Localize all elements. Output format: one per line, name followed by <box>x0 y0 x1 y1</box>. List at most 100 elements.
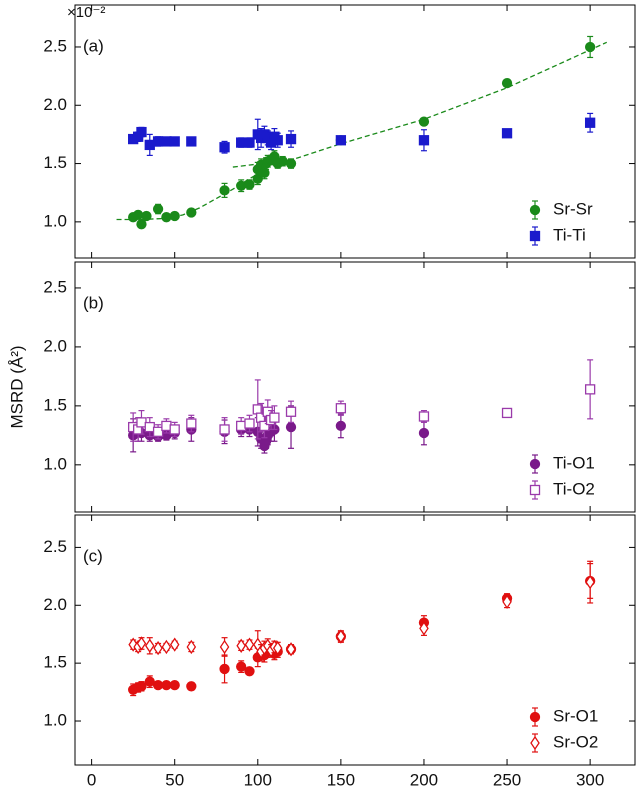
data-point <box>236 638 246 653</box>
data-point <box>418 427 430 439</box>
data-point <box>219 663 230 675</box>
x-tick-label: 250 <box>493 770 521 789</box>
legend-label: Ti-O1 <box>553 453 595 472</box>
data-point <box>285 133 297 145</box>
data-point <box>161 639 172 655</box>
data-point <box>169 679 180 691</box>
y-tick-label: 2.0 <box>43 595 67 614</box>
fit-line <box>232 41 608 168</box>
y-tick-label: 1.0 <box>43 454 67 473</box>
data-point <box>259 420 270 432</box>
x-tick-label: 50 <box>165 770 184 789</box>
legend-marker <box>529 230 541 242</box>
plot-frame <box>74 514 636 766</box>
data-point <box>285 421 297 433</box>
legend-label: Ti-O2 <box>553 479 595 498</box>
legend-marker <box>529 711 541 723</box>
data-point <box>141 210 152 222</box>
y-tick-label: 1.0 <box>43 711 67 730</box>
data-point <box>144 421 155 433</box>
data-point <box>153 640 163 656</box>
data-point <box>585 574 595 590</box>
data-point <box>501 407 513 419</box>
legend-label: Sr-O2 <box>553 732 598 751</box>
legend-label: Sr-O1 <box>553 706 598 725</box>
data-point <box>186 681 197 692</box>
data-point <box>169 136 180 147</box>
plot-frame <box>74 4 636 259</box>
data-point <box>136 219 147 230</box>
data-point <box>186 639 197 655</box>
data-point <box>285 406 297 417</box>
plot-frame <box>74 261 636 513</box>
data-point <box>236 420 247 432</box>
data-point <box>132 209 144 221</box>
data-point <box>186 418 197 429</box>
data-point <box>236 661 247 672</box>
data-point <box>161 420 172 432</box>
data-point <box>136 417 147 428</box>
data-point <box>286 642 296 657</box>
data-point <box>186 207 197 218</box>
y-tick-label: 2.5 <box>43 537 67 556</box>
data-point <box>501 128 513 139</box>
y-axis-label: MSRD (Å²) <box>7 345 26 428</box>
data-point <box>219 424 230 435</box>
x-tick-label: 200 <box>410 770 438 789</box>
data-point <box>152 679 164 691</box>
data-point <box>236 137 247 148</box>
panel-label: (b) <box>83 293 104 312</box>
data-point <box>335 135 347 146</box>
data-point <box>144 139 155 151</box>
data-point <box>219 639 230 655</box>
data-point <box>161 212 172 223</box>
legend-marker <box>529 458 541 470</box>
data-point <box>144 638 155 653</box>
data-point <box>277 156 288 167</box>
legend-marker <box>530 735 540 751</box>
data-point <box>152 203 164 215</box>
data-point <box>335 403 347 414</box>
x-tick-label: 100 <box>244 770 272 789</box>
data-point <box>335 420 347 432</box>
data-point <box>285 158 297 169</box>
data-point <box>152 136 164 147</box>
y-tick-label: 1.5 <box>43 653 67 672</box>
data-point <box>419 621 429 636</box>
data-point <box>136 636 147 651</box>
data-point <box>144 676 155 687</box>
y-tick-label: 1.0 <box>43 211 67 230</box>
x-tick-label: 300 <box>576 770 604 789</box>
data-point <box>244 179 255 190</box>
data-point <box>161 679 172 691</box>
y-tick-label: 1.5 <box>43 395 67 414</box>
data-point <box>136 126 147 138</box>
data-point <box>186 136 197 147</box>
data-point <box>584 117 596 128</box>
data-point <box>336 629 346 644</box>
data-point <box>169 637 180 652</box>
data-point <box>169 210 180 222</box>
axis-multiplier: ×10⁻² <box>67 4 105 21</box>
data-point <box>502 594 512 609</box>
panel-label: (c) <box>83 546 103 565</box>
data-point <box>244 137 255 148</box>
data-point <box>169 424 180 435</box>
data-point <box>244 666 255 677</box>
x-tick-label: 0 <box>87 770 96 789</box>
legend-label: Ti-Ti <box>553 225 586 244</box>
y-tick-label: 1.5 <box>43 153 67 172</box>
data-point <box>272 135 283 146</box>
data-point <box>244 637 255 652</box>
y-tick-label: 2.0 <box>43 336 67 355</box>
data-point <box>236 180 247 191</box>
y-tick-label: 2.5 <box>43 277 67 296</box>
data-point <box>418 411 430 422</box>
data-point <box>152 426 164 437</box>
panel-label: (a) <box>83 36 104 55</box>
data-point <box>584 384 596 395</box>
data-point <box>269 412 280 423</box>
data-point <box>272 640 283 656</box>
data-point <box>161 136 172 147</box>
